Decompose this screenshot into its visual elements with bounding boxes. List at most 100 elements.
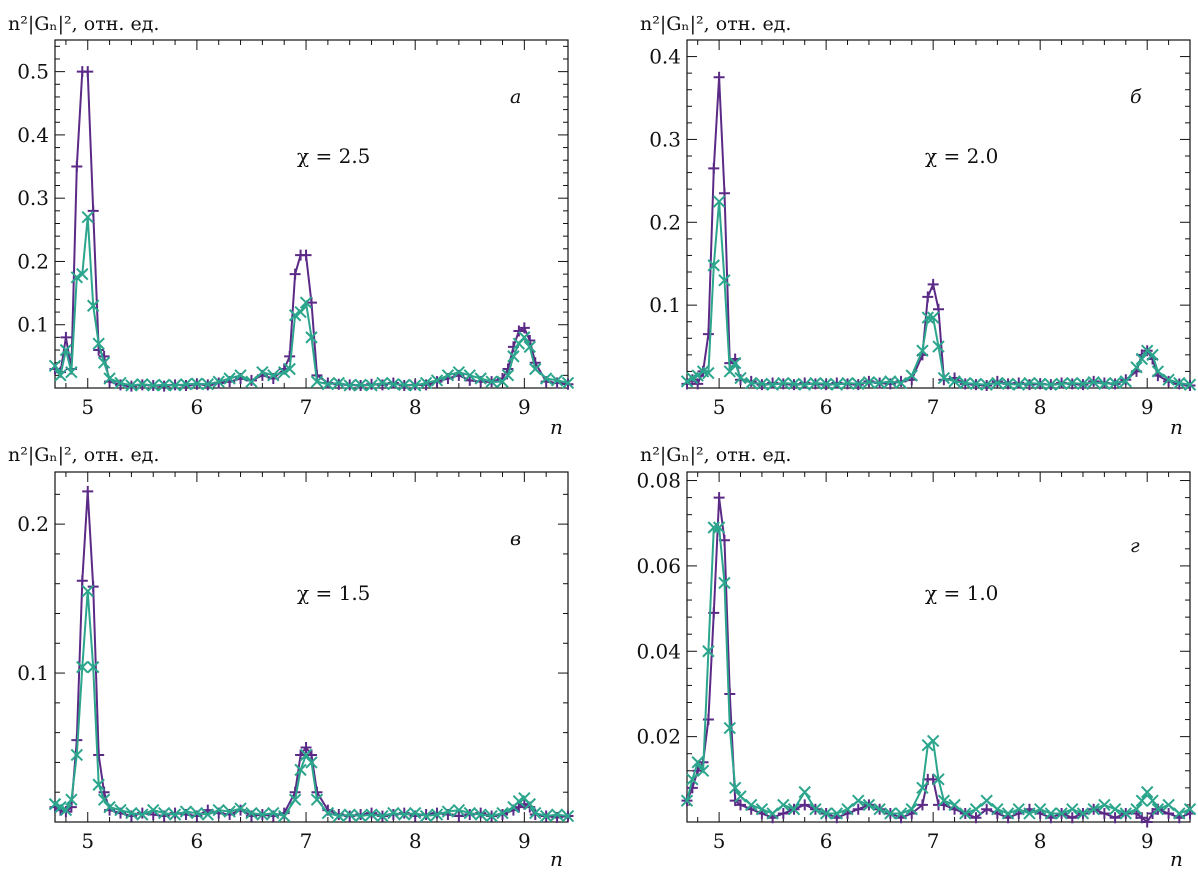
data-point-cross — [809, 376, 822, 390]
data-point-plus — [777, 807, 789, 819]
data-point-cross — [76, 660, 89, 674]
y-tick-label: 0.3 — [649, 127, 681, 151]
y-tick-label: 0.2 — [17, 249, 49, 273]
data-point-cross — [343, 379, 356, 392]
data-point-cross — [691, 756, 704, 769]
data-point-cross — [419, 376, 433, 390]
data-point-cross — [745, 798, 758, 812]
data-point-cross — [916, 344, 929, 357]
y-tick-label: 0.2 — [17, 512, 49, 536]
data-point-plus — [916, 799, 928, 811]
data-point-plus — [767, 377, 779, 389]
data-point-cross — [830, 378, 844, 391]
data-point-cross — [932, 773, 945, 786]
data-point-cross — [212, 803, 225, 817]
data-point-cross — [766, 378, 779, 391]
data-point-plus — [60, 331, 72, 343]
data-point-cross — [680, 794, 694, 807]
data-point-cross — [1023, 807, 1036, 820]
data-point-cross — [1119, 807, 1132, 820]
data-point-plus — [970, 812, 982, 824]
data-point-cross — [408, 379, 422, 392]
data-point-plus — [398, 807, 410, 819]
data-point-plus — [76, 575, 88, 587]
data-point-plus — [713, 492, 725, 504]
data-point-cross — [332, 376, 345, 390]
data-point-cross — [798, 378, 811, 391]
data-point-cross — [398, 808, 411, 821]
data-point-cross — [321, 806, 335, 820]
panel-letter-b: б — [1130, 86, 1142, 108]
data-point-plus — [1098, 807, 1110, 819]
data-point-cross — [59, 803, 73, 817]
x-tick-label: 6 — [191, 829, 204, 853]
data-point-cross — [305, 756, 318, 769]
y-tick-label: 0.06 — [636, 554, 681, 578]
data-point-cross — [294, 763, 307, 777]
panel-b: n²|Gₙ|², отн. ед. б χ = 2.0 n 5 6 7 8 9 0.1 0.… — [640, 13, 1197, 439]
x-tick-label: 7 — [927, 829, 940, 853]
y-tick-label: 0.08 — [636, 469, 681, 493]
data-point-cross — [1162, 798, 1175, 812]
series-line-cross — [54, 591, 569, 818]
data-point-plus — [300, 249, 312, 261]
xlabel-v: n — [550, 847, 563, 871]
data-point-cross — [1066, 802, 1079, 816]
y-tick-label: 0.04 — [636, 639, 681, 663]
data-point-cross — [852, 377, 865, 391]
data-point-cross — [283, 362, 296, 376]
data-point-plus — [82, 66, 94, 78]
data-point-cross — [1023, 376, 1036, 390]
data-point-cross — [1055, 377, 1068, 391]
plot-frame — [686, 471, 1191, 823]
plot-area-b: 5 6 7 8 9 0.1 0.2 0.3 0.4 — [649, 39, 1197, 419]
x-tick-label: 8 — [409, 829, 422, 853]
data-point-cross — [212, 375, 225, 388]
data-point-cross — [948, 375, 961, 388]
data-point-cross — [926, 311, 940, 324]
data-point-cross — [718, 576, 731, 590]
x-tick-label: 9 — [518, 395, 531, 419]
data-point-plus — [692, 378, 704, 390]
data-point-cross — [288, 793, 302, 806]
data-point-cross — [873, 802, 886, 816]
data-point-cross — [1033, 377, 1047, 391]
data-point-plus — [1109, 812, 1121, 824]
data-point-cross — [463, 806, 476, 820]
data-point-plus — [87, 205, 99, 217]
data-point-cross — [103, 800, 116, 814]
data-point-plus — [475, 807, 487, 819]
data-point-cross — [1162, 373, 1175, 386]
data-point-cross — [1130, 802, 1143, 816]
data-point-cross — [1108, 376, 1122, 390]
data-point-plus — [366, 807, 378, 819]
data-point-cross — [948, 798, 961, 812]
data-point-cross — [294, 305, 307, 319]
data-point-cross — [179, 805, 193, 818]
plot-frame — [686, 39, 1191, 389]
data-point-cross — [147, 379, 160, 392]
y-tick-label: 0.5 — [17, 60, 49, 84]
data-point-cross — [103, 372, 116, 385]
data-point-cross — [712, 195, 726, 208]
panel-a: n²|Gₙ|², отн. ед. а χ = 2.5 n 5 6 7 8 9 0.1 0.… — [8, 13, 575, 439]
data-point-plus — [831, 377, 843, 389]
data-point-cross — [702, 366, 715, 380]
y-tick-label: 0.4 — [649, 45, 681, 69]
data-point-cross — [125, 806, 138, 820]
data-point-plus — [922, 291, 934, 303]
data-point-plus — [1163, 807, 1175, 819]
data-point-cross — [223, 372, 236, 385]
data-point-cross — [501, 369, 515, 382]
data-point-cross — [1087, 375, 1100, 389]
data-point-plus — [453, 810, 465, 822]
data-point-cross — [529, 806, 542, 820]
x-tick-label: 5 — [713, 829, 726, 853]
plot-area-g: 5 6 7 8 9 0.02 0.04 0.06 0.08 — [636, 469, 1197, 853]
data-point-plus — [420, 379, 432, 391]
data-point-plus — [93, 749, 105, 761]
data-point-cross — [70, 748, 84, 762]
data-point-cross — [1076, 807, 1090, 820]
data-point-cross — [387, 806, 400, 820]
